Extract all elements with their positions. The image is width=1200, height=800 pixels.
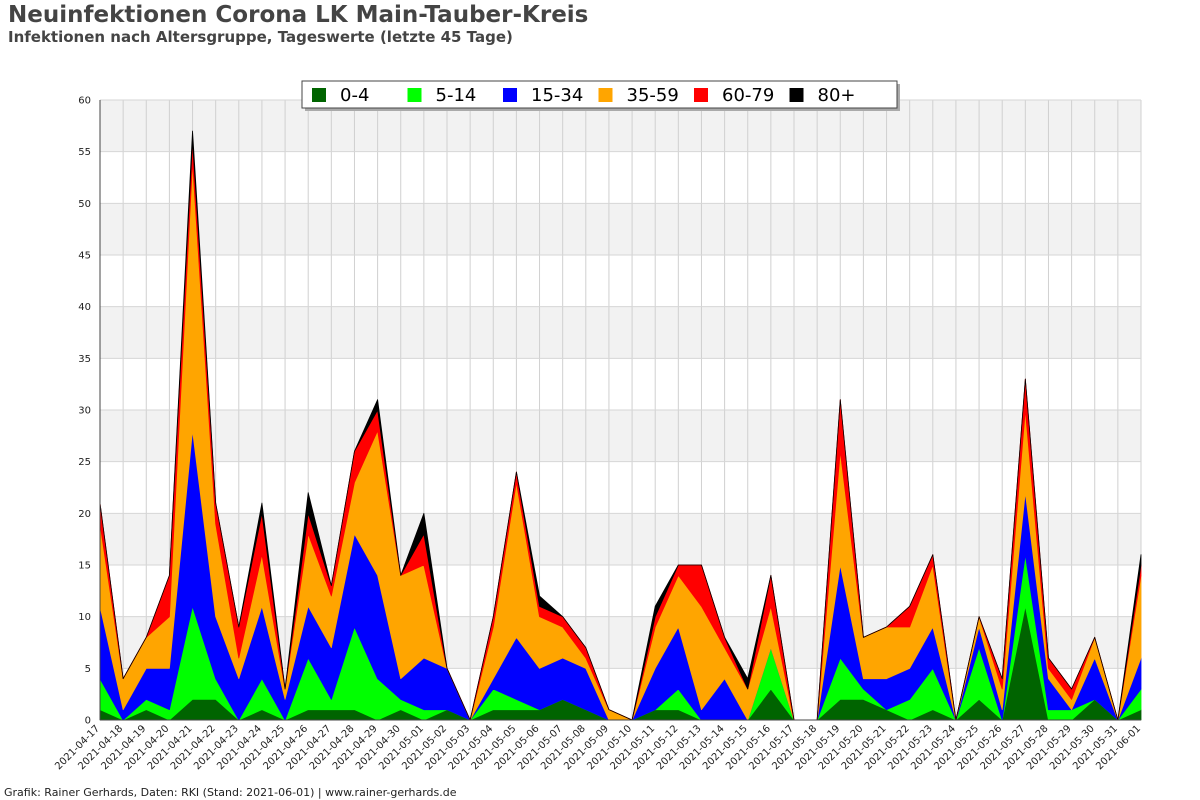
legend-label-60-79: 60-79 — [722, 85, 774, 106]
y-tick-label: 0 — [85, 716, 91, 727]
y-axis-ticks: 0 5 10 15 20 25 30 35 40 45 50 55 60 — [78, 96, 91, 727]
legend-swatch-0-4 — [312, 88, 326, 102]
background-band — [100, 513, 1141, 565]
legend-label-0-4: 0-4 — [340, 85, 369, 106]
legend-swatch-35-59 — [598, 88, 613, 102]
axes — [99, 100, 1141, 721]
y-tick-label: 25 — [78, 457, 91, 468]
y-tick-label: 55 — [78, 147, 91, 158]
legend-label-35-59: 35-59 — [627, 85, 679, 106]
legend-label-15-34: 15-34 — [531, 85, 583, 106]
background-band — [100, 306, 1141, 359]
y-tick-label: 10 — [78, 612, 91, 623]
area-80+ — [99, 130, 1142, 721]
legend-swatch-60-79 — [694, 88, 708, 102]
y-tick-label: 30 — [78, 406, 91, 417]
legend-label-5-14: 5-14 — [436, 85, 477, 106]
legend-swatch-80+ — [789, 88, 804, 102]
y-tick-label: 15 — [78, 561, 91, 572]
x-axis-ticks: 2021-04-172021-04-182021-04-192021-04-20… — [53, 723, 1143, 772]
legend-swatch-15-34 — [503, 88, 517, 102]
chart-subtitle: Infektionen nach Altersgruppe, Tageswert… — [8, 28, 513, 46]
source-credit: Grafik: Rainer Gerhards, Daten: RKI (Sta… — [4, 786, 457, 799]
legend: 0-4 5-14 15-34 35-59 60-79 80+ — [301, 80, 900, 111]
background-band — [100, 203, 1141, 255]
horizontal-gridlines — [100, 99, 1141, 721]
y-tick-label: 45 — [78, 251, 91, 262]
y-tick-label: 20 — [78, 509, 91, 520]
y-tick-label: 35 — [78, 354, 91, 365]
legend-swatch-5-14 — [407, 88, 422, 102]
y-tick-label: 50 — [78, 199, 91, 210]
y-tick-label: 40 — [78, 302, 91, 313]
y-tick-label: 60 — [78, 96, 91, 107]
legend-label-80+: 80+ — [818, 85, 856, 106]
y-tick-label: 5 — [85, 664, 91, 675]
chart-title: Neuinfektionen Corona LK Main-Tauber-Kre… — [8, 2, 589, 28]
background-band — [100, 410, 1141, 462]
